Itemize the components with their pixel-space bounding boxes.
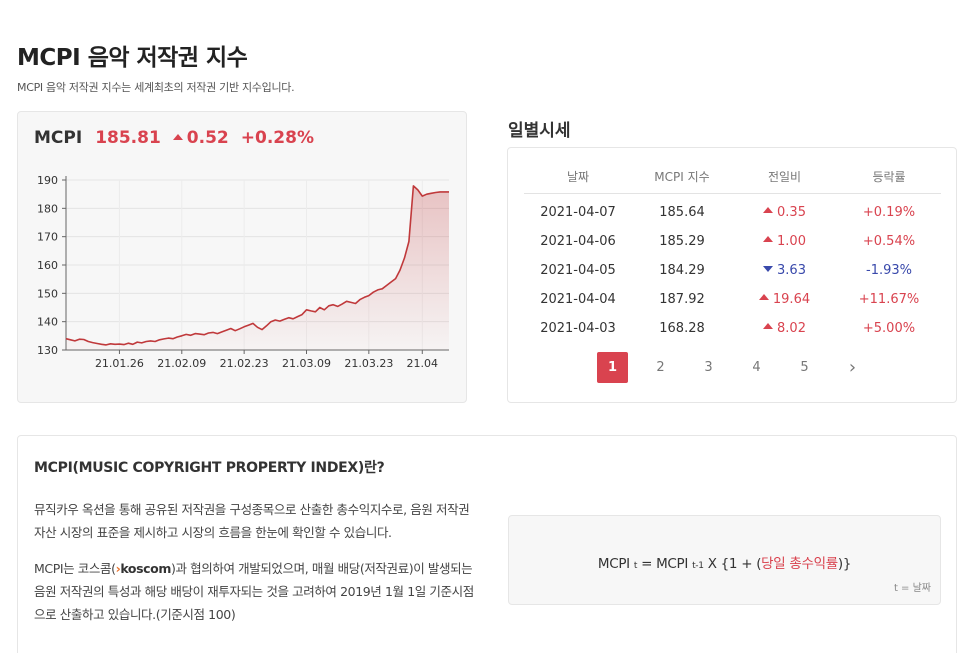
cell-change-value: 19.64 [772, 292, 811, 307]
cell-pct: +0.54% [862, 234, 916, 249]
formula-highlight: 당일 총수익률 [761, 556, 838, 572]
t-note: t = 날짜 [893, 583, 931, 594]
daily-card: 날짜 MCPI 지수 전일비 등락률 2021-04-07 185.64 0.35 +… [507, 147, 957, 403]
info-p2-before: MCPI는 코스콤( [34, 561, 116, 576]
next-page-icon[interactable]: › [848, 357, 857, 378]
summary-change-value: 0.52 [186, 128, 229, 148]
summary-change: 0.52 [172, 128, 229, 148]
cell-date: 2021-04-04 [540, 292, 616, 307]
koscom-arrow-icon: › [115, 561, 121, 576]
formula: MCPI t = MCPI t-1 X {1 + (당일 총수익률)} [509, 552, 940, 572]
x-tick-label: 21.03.23 [344, 357, 393, 370]
header-index: MCPI 지수 [654, 170, 710, 184]
cell-date: 2021-04-07 [540, 205, 616, 220]
x-tick-label: 21.01.26 [95, 357, 144, 370]
cell-change-value: 0.35 [777, 205, 806, 220]
summary-change-pct: +0.28% [240, 128, 314, 148]
summary-value: 185.81 [95, 128, 161, 148]
cell-index: 185.64 [659, 205, 705, 220]
cell-date: 2021-04-06 [540, 234, 616, 249]
x-tick-label: 21.04 [407, 357, 439, 370]
up-triangle-icon [758, 294, 769, 300]
cell-change-value: 3.63 [777, 263, 806, 278]
cell-change: 3.63 [732, 263, 837, 278]
cell-pct: -1.93% [866, 263, 912, 278]
x-tick-label: 21.02.23 [220, 357, 269, 370]
y-tick-label: 190 [37, 174, 58, 187]
cell-index: 187.92 [659, 292, 705, 307]
table-row: 2021-04-03 168.28 8.02 +5.00% [524, 314, 941, 343]
info-title: MCPI(MUSIC COPYRIGHT PROPERTY INDEX)란? [34, 460, 385, 476]
koscom-logo: ›koscom [115, 561, 172, 576]
header-date: 날짜 [566, 170, 590, 184]
cell-index: 184.29 [659, 263, 705, 278]
cell-pct: +0.19% [862, 205, 916, 220]
cell-change: 19.64 [732, 292, 837, 307]
page-subtitle: MCPI 음악 저작권 지수는 세계최초의 저작권 기반 지수입니다. [17, 81, 295, 94]
pagination: 1 2 3 4 5 › [597, 352, 885, 383]
formula-a: MCPI [597, 556, 630, 572]
cell-index: 168.28 [659, 321, 705, 336]
cell-pct: +11.67% [858, 292, 920, 307]
up-triangle-icon [763, 323, 774, 329]
up-triangle-icon [172, 134, 183, 140]
y-tick-label: 140 [37, 316, 58, 329]
cell-index: 185.29 [659, 234, 705, 249]
up-triangle-icon [763, 236, 774, 242]
koscom-name: koscom [120, 561, 171, 576]
info-card: MCPI(MUSIC COPYRIGHT PROPERTY INDEX)란? 뮤… [17, 435, 957, 653]
page-title: MCPI 음악 저작권 지수 [17, 45, 248, 71]
series-area [66, 185, 449, 350]
page-2-button[interactable]: 2 [656, 360, 665, 375]
daily-title: 일별시세 [508, 121, 571, 141]
daily-table: 날짜 MCPI 지수 전일비 등락률 2021-04-07 185.64 0.35 +… [524, 160, 941, 343]
formula-sub-t1: t-1 [692, 561, 704, 571]
y-tick-label: 130 [37, 344, 58, 357]
cell-change-value: 1.00 [777, 234, 806, 249]
table-row: 2021-04-07 185.64 0.35 +0.19% [524, 198, 941, 227]
info-paragraph-2: MCPI는 코스콤(›koscom)과 협의하여 개발되었으며, 매월 배당(저… [34, 557, 474, 626]
header-pct: 등락률 [872, 170, 906, 184]
y-tick-label: 170 [37, 231, 58, 244]
chart-card: 130 140 150 160 170 180 190 21.01.26 21.02.09 21.… [17, 111, 467, 403]
cell-date: 2021-04-05 [540, 263, 616, 278]
up-triangle-icon [763, 207, 774, 213]
series-line [65, 185, 449, 346]
cell-change-value: 8.02 [777, 321, 806, 336]
y-tick-label: 180 [37, 202, 58, 215]
y-tick-label: 160 [37, 259, 58, 272]
formula-d: )} [837, 556, 852, 572]
table-row: 2021-04-04 187.92 19.64 +11.67% [524, 285, 941, 314]
down-triangle-icon [763, 266, 774, 272]
page-1-button[interactable]: 1 [597, 352, 628, 383]
cell-change: 0.35 [732, 205, 837, 220]
page-4-button[interactable]: 4 [752, 360, 761, 375]
cell-pct: +5.00% [862, 321, 916, 336]
index-chart[interactable]: 130 140 150 160 170 180 190 21.01.26 21.02.09 21.… [18, 112, 468, 404]
cell-change: 1.00 [732, 234, 837, 249]
formula-b: = MCPI [641, 556, 689, 572]
info-p2-after: )과 협의하여 개발되었으며, 매월 배당(저작권료)이 발생되는 음원 저작권… [34, 561, 474, 622]
formula-c: X {1 + ( [707, 556, 762, 572]
x-tick-label: 21.03.09 [282, 357, 331, 370]
summary-label: MCPI [34, 128, 83, 148]
table-row: 2021-04-05 184.29 3.63 -1.93% [524, 256, 941, 285]
header-change: 전일비 [767, 170, 802, 184]
page-5-button[interactable]: 5 [800, 360, 809, 375]
info-paragraph-1: 뮤직카우 옥션을 통해 공유된 저작권을 구성종목으로 산출한 총수익지수로, … [34, 502, 470, 540]
formula-sub-t: t [633, 561, 638, 571]
chart-summary: MCPI 185.81 0.52 +0.28% [34, 128, 314, 148]
y-tick-label: 150 [37, 287, 58, 300]
x-tick-label: 21.02.09 [157, 357, 206, 370]
cell-change: 8.02 [732, 321, 837, 336]
formula-box: MCPI t = MCPI t-1 X {1 + (당일 총수익률)} t = … [508, 515, 941, 605]
page-3-button[interactable]: 3 [704, 360, 713, 375]
cell-date: 2021-04-03 [540, 321, 616, 336]
table-header: 날짜 MCPI 지수 전일비 등락률 [524, 160, 941, 194]
table-row: 2021-04-06 185.29 1.00 +0.54% [524, 227, 941, 256]
